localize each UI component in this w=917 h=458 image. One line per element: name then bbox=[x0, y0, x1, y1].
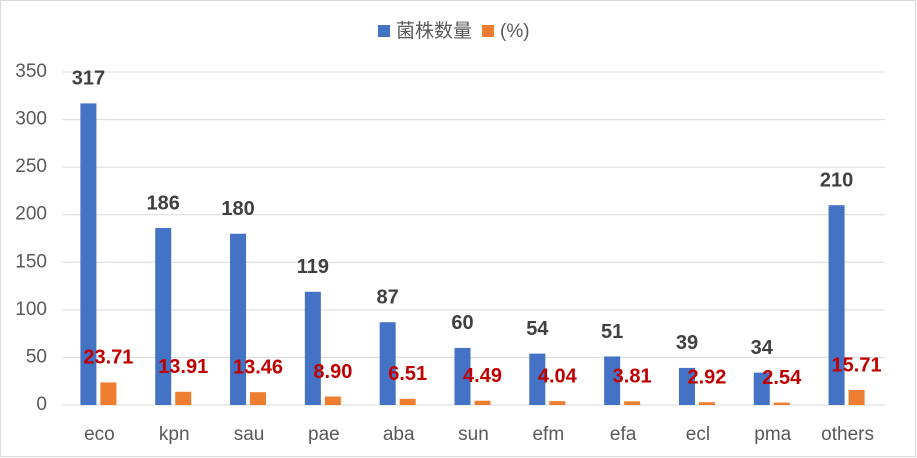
x-tick-label: sau bbox=[234, 424, 265, 445]
bar bbox=[529, 353, 546, 405]
data-label: 2.92 bbox=[687, 367, 726, 389]
data-label: 186 bbox=[147, 192, 180, 214]
y-tick-label: 350 bbox=[15, 61, 47, 82]
data-label: 13.91 bbox=[158, 356, 208, 378]
bar bbox=[848, 390, 865, 405]
bar bbox=[230, 233, 247, 405]
y-tick-label: 300 bbox=[15, 109, 47, 130]
data-label: 6.51 bbox=[388, 363, 427, 385]
data-label: 54 bbox=[526, 318, 549, 340]
y-tick-label: 200 bbox=[15, 204, 47, 225]
bar bbox=[698, 402, 715, 405]
data-label: 39 bbox=[676, 332, 698, 354]
data-label: 8.90 bbox=[313, 361, 352, 383]
bar bbox=[155, 228, 172, 405]
bar bbox=[100, 382, 117, 405]
x-tick-label: pma bbox=[754, 424, 791, 445]
x-tick-label: eco bbox=[84, 424, 115, 445]
y-tick-label: 100 bbox=[15, 299, 47, 320]
x-tick-label: efm bbox=[532, 424, 564, 445]
bar bbox=[175, 391, 192, 405]
bar bbox=[304, 291, 321, 405]
bar bbox=[399, 398, 416, 405]
x-tick-label: ecl bbox=[686, 424, 710, 445]
bar bbox=[753, 372, 770, 405]
y-tick-label: 50 bbox=[26, 346, 47, 367]
data-label: 210 bbox=[820, 169, 853, 191]
data-label: 23.71 bbox=[83, 347, 133, 369]
bar bbox=[678, 367, 695, 405]
data-label: 3.81 bbox=[613, 366, 652, 388]
bar bbox=[604, 356, 621, 405]
y-tick-label: 0 bbox=[36, 394, 47, 415]
bar bbox=[549, 401, 566, 405]
x-tick-label: efa bbox=[610, 424, 637, 445]
data-label: 51 bbox=[601, 321, 623, 343]
bar bbox=[624, 401, 641, 405]
bar bbox=[454, 347, 471, 405]
data-label: 13.46 bbox=[233, 356, 283, 378]
data-label: 180 bbox=[221, 198, 254, 220]
data-label: 60 bbox=[451, 312, 473, 334]
x-tick-label: pae bbox=[308, 424, 340, 445]
x-tick-label: aba bbox=[383, 424, 415, 445]
legend-label: 菌株数量 bbox=[396, 20, 472, 42]
x-tick-label: others bbox=[821, 424, 874, 445]
bar bbox=[474, 400, 491, 405]
data-label: 4.49 bbox=[463, 365, 502, 387]
data-label: 317 bbox=[72, 68, 105, 90]
x-tick-label: sun bbox=[458, 424, 489, 445]
data-label: 15.71 bbox=[832, 354, 882, 376]
bar bbox=[324, 396, 341, 405]
x-tick-label: kpn bbox=[159, 424, 190, 445]
y-tick-label: 150 bbox=[15, 251, 47, 272]
data-label: 2.54 bbox=[762, 367, 802, 389]
bar bbox=[773, 402, 790, 405]
bar bbox=[379, 322, 396, 405]
bar bbox=[828, 205, 845, 405]
legend-label: (%) bbox=[500, 21, 530, 42]
data-label: 34 bbox=[751, 337, 774, 359]
legend-swatch bbox=[378, 25, 390, 37]
legend-swatch bbox=[482, 25, 495, 37]
data-label: 87 bbox=[377, 287, 399, 309]
bar bbox=[80, 103, 97, 405]
bar bbox=[250, 392, 267, 405]
y-tick-label: 250 bbox=[15, 156, 47, 177]
data-label: 4.04 bbox=[538, 365, 578, 387]
data-label: 119 bbox=[297, 256, 329, 278]
